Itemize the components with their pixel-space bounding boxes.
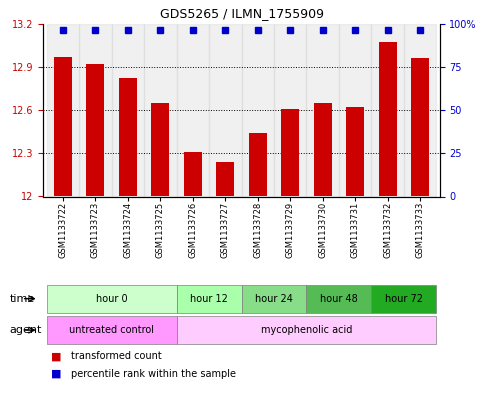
Bar <box>242 24 274 196</box>
Text: hour 24: hour 24 <box>255 294 293 304</box>
Bar <box>346 107 364 196</box>
FancyBboxPatch shape <box>371 285 436 313</box>
FancyBboxPatch shape <box>47 285 177 313</box>
Bar <box>184 152 202 196</box>
Bar <box>314 103 332 196</box>
Bar <box>216 162 234 196</box>
FancyBboxPatch shape <box>242 285 306 313</box>
FancyBboxPatch shape <box>177 285 242 313</box>
Text: hour 12: hour 12 <box>190 294 228 304</box>
FancyBboxPatch shape <box>47 316 177 344</box>
Bar <box>151 103 169 196</box>
Bar <box>404 24 436 196</box>
Bar <box>79 24 112 196</box>
Bar <box>86 64 104 196</box>
Bar <box>144 24 177 196</box>
Bar <box>54 57 72 196</box>
Bar <box>249 133 267 196</box>
Text: GDS5265 / ILMN_1755909: GDS5265 / ILMN_1755909 <box>159 7 324 20</box>
Text: agent: agent <box>10 325 42 335</box>
Bar <box>411 58 429 196</box>
Bar <box>306 24 339 196</box>
Bar <box>379 42 397 196</box>
Bar <box>47 24 79 196</box>
Bar <box>209 24 242 196</box>
Text: mycophenolic acid: mycophenolic acid <box>261 325 352 335</box>
Text: percentile rank within the sample: percentile rank within the sample <box>71 369 236 379</box>
Bar <box>112 24 144 196</box>
Bar <box>281 108 299 196</box>
Bar <box>177 24 209 196</box>
Bar <box>339 24 371 196</box>
Text: transformed count: transformed count <box>71 351 162 362</box>
FancyBboxPatch shape <box>306 285 371 313</box>
Text: hour 0: hour 0 <box>96 294 128 304</box>
Text: hour 48: hour 48 <box>320 294 358 304</box>
Bar <box>119 78 137 196</box>
Text: hour 72: hour 72 <box>385 294 423 304</box>
Bar <box>274 24 306 196</box>
Text: untreated control: untreated control <box>69 325 154 335</box>
Text: time: time <box>10 294 35 304</box>
Bar <box>371 24 404 196</box>
FancyBboxPatch shape <box>177 316 436 344</box>
Text: ■: ■ <box>51 351 62 362</box>
Text: ■: ■ <box>51 369 62 379</box>
